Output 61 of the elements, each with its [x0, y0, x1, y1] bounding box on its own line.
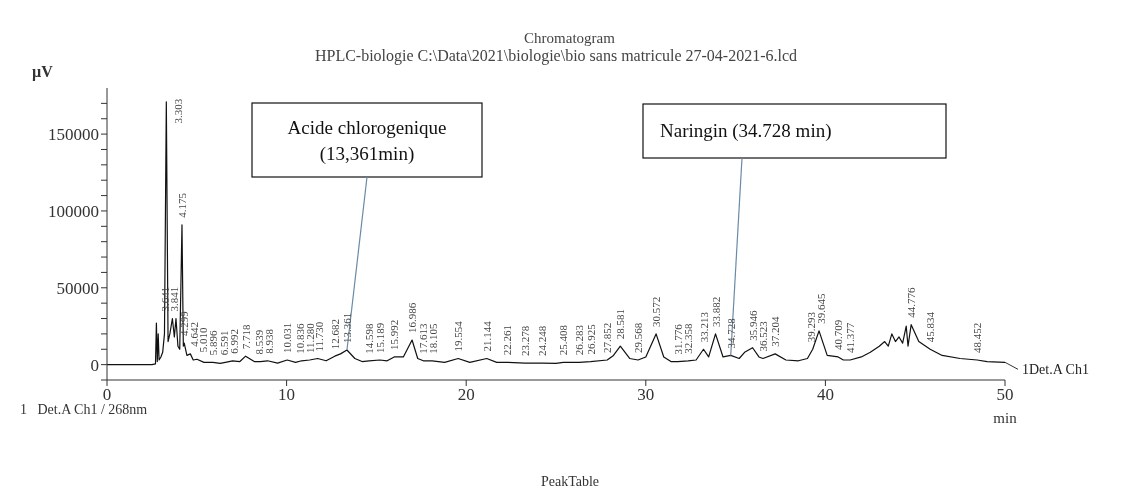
- annotation: 28.581: [614, 308, 627, 340]
- text: 1 Det.A Ch1 / 268nm: [20, 402, 148, 417]
- y-tick-label: 100000: [48, 201, 99, 221]
- annotation: 12.682: [328, 318, 341, 350]
- annotation: 4.175: [175, 192, 188, 218]
- annotation: 3.841: [168, 286, 181, 312]
- annotation: 14.598: [363, 323, 376, 354]
- annotation: 21.144: [480, 320, 493, 352]
- annotation: 33.882: [709, 296, 722, 327]
- annotation: 13.361: [340, 312, 353, 344]
- y-tick-label: 150000: [48, 125, 99, 145]
- annotation: 7.718: [239, 323, 252, 350]
- annotation: 44.776: [905, 286, 918, 318]
- annotation: 26.925: [584, 323, 597, 355]
- x-tick-label: 0: [102, 385, 112, 405]
- annotation: 4.642: [187, 322, 200, 347]
- annotation: 34.728: [724, 317, 737, 349]
- chart-title: Chromatogram: [524, 30, 615, 46]
- x-tick-label: 30: [637, 385, 655, 405]
- annotation: 18.105: [426, 323, 439, 354]
- annotation: 23.278: [519, 325, 532, 357]
- annotation: 45.834: [924, 311, 937, 343]
- text: PeakTable: [540, 474, 600, 489]
- annotation: 40.709: [832, 319, 845, 350]
- line-series: [107, 101, 1005, 366]
- y-tick-label: 50000: [56, 278, 99, 298]
- annotation: 32.358: [682, 323, 695, 354]
- annotation: 30.572: [650, 296, 663, 327]
- annotation: 31.776: [671, 323, 684, 355]
- annotation: 36.523: [756, 320, 769, 352]
- series-label: 1Det.A Ch1: [1022, 362, 1089, 378]
- x-tick-label: 40: [816, 385, 834, 405]
- annotation: 11.730: [313, 321, 326, 352]
- annotation: Naringin (34.728 min): [660, 120, 832, 142]
- annotation: 27.852: [601, 322, 614, 354]
- x-axis-title: min: [993, 410, 1017, 426]
- annotation: 16.986: [406, 302, 419, 334]
- chart-subtitle: HPLC-biologie C:\Data\2021\biologie\bio sans matricule 27-04-2021-6.lcd: [314, 47, 798, 64]
- annotation: 29.568: [632, 322, 645, 354]
- annotation: 17.613: [416, 323, 429, 354]
- annotation: 33.213: [697, 311, 710, 343]
- y-tick-label: 0: [90, 355, 99, 375]
- annotation: 4.299: [177, 310, 190, 337]
- annotation: 41.377: [844, 322, 857, 354]
- x-tick-label: 10: [278, 385, 296, 405]
- annotation: Acide chlorogenique (13,361min): [287, 117, 447, 165]
- annotation: 35.946: [746, 309, 759, 341]
- annotation: 10.031: [281, 322, 294, 354]
- x-tick-label: 20: [457, 385, 475, 405]
- annotation: 15.992: [388, 319, 401, 350]
- annotation: 48.452: [971, 322, 984, 354]
- x-tick-label: 50: [996, 385, 1014, 405]
- annotation: 22.261: [500, 325, 513, 356]
- annotation: 25.408: [557, 324, 570, 356]
- annotation: 26.283: [573, 324, 586, 356]
- annotation: 3.303: [172, 98, 185, 124]
- annotation: 37.204: [769, 316, 782, 347]
- y-axis-title: µV: [32, 63, 53, 80]
- annotation: 24.248: [536, 325, 549, 357]
- annotation: 19.554: [452, 320, 465, 352]
- annotation: 15.189: [373, 322, 386, 354]
